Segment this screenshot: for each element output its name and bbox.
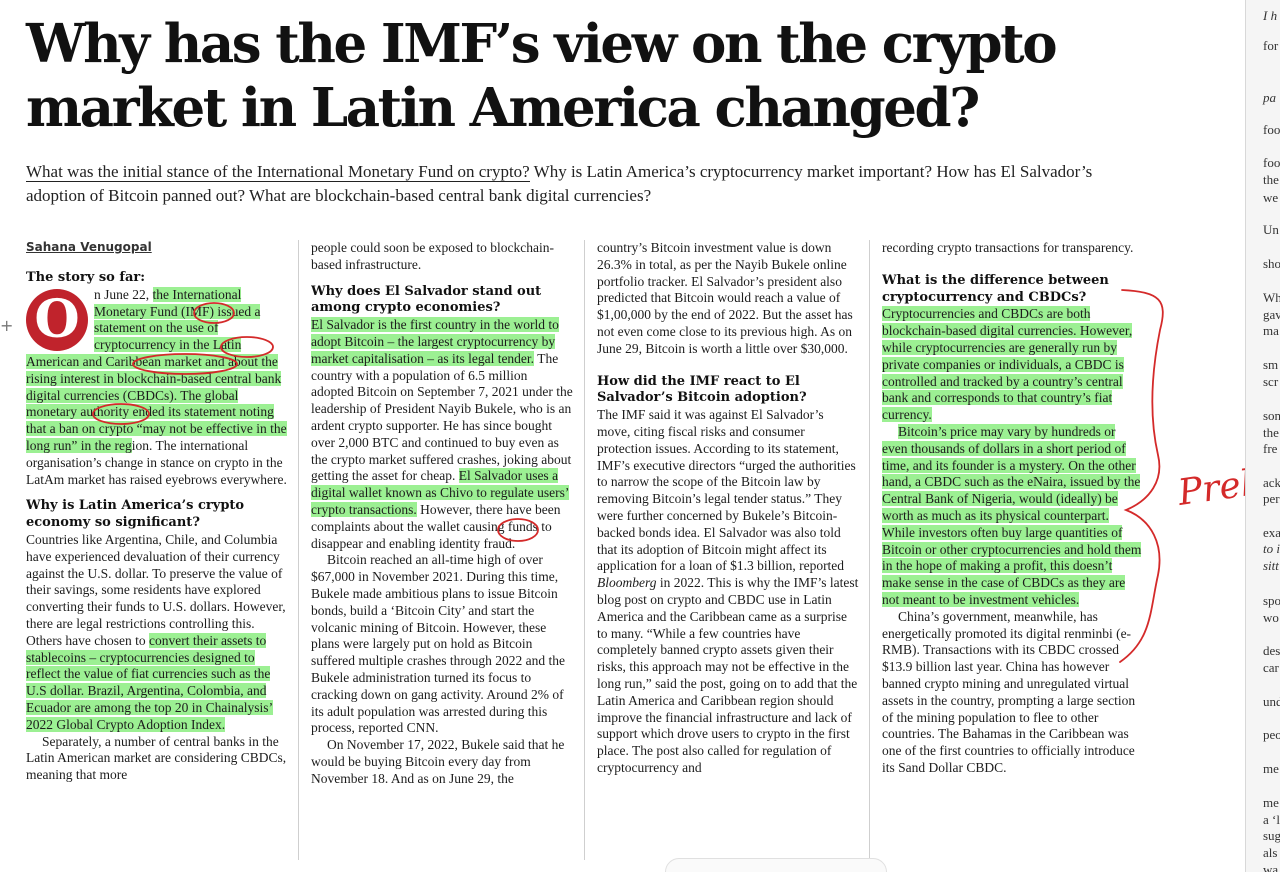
text-span: Countries like Argentina, Chile, and Col… <box>26 531 286 648</box>
column-divider <box>584 240 585 860</box>
publication-name: Bloomberg <box>597 575 657 591</box>
adjacent-page-text-fragment: wo <box>1263 610 1279 625</box>
adjacent-page-text-fragment: a ‘l <box>1263 812 1280 827</box>
headline: Why has the IMF’s view on the crypto mar… <box>26 13 1058 139</box>
highlighted-text: Bitcoin’s price may vary by hundreds or … <box>882 423 1142 607</box>
standfirst-questions: Why is Latin America’s cryptocurrency ma… <box>26 162 1093 205</box>
text-span: in 2022. This is why the IMF’s latest bl… <box>597 575 859 775</box>
standfirst: What was the initial stance of the Inter… <box>26 160 1126 208</box>
section-heading-story-so-far: The story so far: <box>26 270 146 285</box>
adjacent-page-text-fragment: I h <box>1263 8 1278 23</box>
adjacent-page-text-fragment: the <box>1263 172 1279 187</box>
adjacent-page-text-fragment: ma <box>1263 323 1279 338</box>
adjacent-page-text-fragment: und <box>1263 694 1280 709</box>
paragraph: recording crypto transactions for transp… <box>882 240 1134 255</box>
adjacent-page-text-fragment: gav <box>1263 307 1280 322</box>
adjacent-page-text-fragment: wa <box>1263 862 1279 872</box>
adjacent-page-text-fragment: als <box>1263 845 1278 860</box>
adjacent-page-text-fragment: pa <box>1263 90 1276 105</box>
section-heading-crypto-vs-cbdc: What is the difference between cryptocur… <box>882 272 1109 305</box>
article-column-4: recording crypto transactions for transp… <box>882 240 1144 860</box>
standfirst-question-underlined: What was the initial stance of the Inter… <box>26 162 530 182</box>
adjacent-page-text-fragment: Un <box>1263 222 1279 237</box>
adjacent-page-text-fragment: spo <box>1263 593 1280 608</box>
adjacent-page-text-fragment: fre <box>1263 441 1278 456</box>
highlighted-text: Cryptocurrencies and CBDCs are both bloc… <box>882 306 1133 423</box>
adjacent-page-text-fragment: des <box>1263 643 1280 658</box>
adjacent-page-text-fragment: foo <box>1263 155 1280 170</box>
text-span: n June 22, <box>94 286 153 302</box>
text-span: ion. The international organisation’s ch… <box>26 437 287 487</box>
column-divider <box>298 240 299 860</box>
adjacent-page-text-fragment: scr <box>1263 374 1279 389</box>
adjacent-page-text-fragment: peo <box>1263 727 1280 742</box>
adjacent-page-text-fragment: the <box>1263 425 1279 440</box>
adjacent-page-text-fragment: to i <box>1263 541 1280 556</box>
paragraph: Bitcoin reached an all-time high of over… <box>311 552 565 736</box>
paragraph: Cryptocurrencies and CBDCs are both bloc… <box>882 306 1144 424</box>
adjacent-page-text-fragment: son <box>1263 408 1280 423</box>
handwritten-note: Prelim <box>1175 457 1245 514</box>
adjacent-page-text-fragment: Wh <box>1263 290 1280 305</box>
article-column-3: country’s Bitcoin investment value is do… <box>597 240 859 860</box>
section-heading-latam-significance: Why is Latin America’s crypto economy so… <box>26 498 245 531</box>
section-heading-el-salvador: Why does El Salvador stand out among cry… <box>311 283 542 316</box>
drop-cap: O <box>26 288 88 351</box>
text-span: The IMF said it was against El Salvador’… <box>597 407 856 574</box>
adjacent-page-text-fragment: sug <box>1263 828 1280 843</box>
paragraph: people could soon be exposed to blockcha… <box>311 240 554 272</box>
highlighted-text: El Salvador is the first country in the … <box>311 317 559 366</box>
paragraph: China’s government, meanwhile, has energ… <box>882 608 1136 775</box>
text-span: The country with a population of 6.5 mil… <box>311 350 573 484</box>
adjacent-page-text-fragment: me <box>1263 761 1279 776</box>
adjacent-page-text-fragment: sitt <box>1263 558 1279 573</box>
adjacent-page-text-fragment: per <box>1263 491 1280 506</box>
adjacent-page-text-fragment: sm <box>1263 357 1279 372</box>
section-heading-imf-reaction: How did the IMF react to El Salvador’s B… <box>597 373 807 406</box>
adjacent-page-text-fragment: foo <box>1263 122 1280 137</box>
newspaper-page: Why has the IMF’s view on the crypto mar… <box>0 13 1245 872</box>
crosshair-icon: + <box>0 316 14 335</box>
page-scroll-handle[interactable] <box>665 858 887 872</box>
paragraph: On November 17, 2022, Bukele said that h… <box>311 737 565 786</box>
adjacent-page-text-fragment: car <box>1263 660 1279 675</box>
paragraph: Countries like Argentina, Chile, and Col… <box>26 532 288 734</box>
adjacent-page-text-fragment: for <box>1263 38 1279 53</box>
adjacent-page-text-fragment: exa <box>1263 525 1280 540</box>
paragraph: country’s Bitcoin investment value is do… <box>597 240 853 356</box>
adjacent-page-text-fragment: we <box>1263 190 1279 205</box>
paragraph: The IMF said it was against El Salvador’… <box>597 407 859 777</box>
byline: Sahana Venugopal <box>26 240 152 254</box>
adjacent-page-text-fragment: ack <box>1263 475 1280 490</box>
adjacent-page-text-fragment: me <box>1263 795 1279 810</box>
paragraph: Bitcoin’s price may vary by hundreds or … <box>882 423 1144 609</box>
adjacent-page-strip: I h for pa foo foo the we Un sho Wh gav ma sm scr son t… <box>1245 0 1280 872</box>
paragraph: Separately, a number of central banks in… <box>26 733 287 783</box>
paragraph: El Salvador is the first country in the … <box>311 317 573 552</box>
column-divider <box>869 240 870 860</box>
text-span: However, there have been complaints abou… <box>311 501 561 551</box>
adjacent-page-text-fragment: sho <box>1263 256 1280 271</box>
article-column-2: people could soon be exposed to blockcha… <box>311 240 573 860</box>
